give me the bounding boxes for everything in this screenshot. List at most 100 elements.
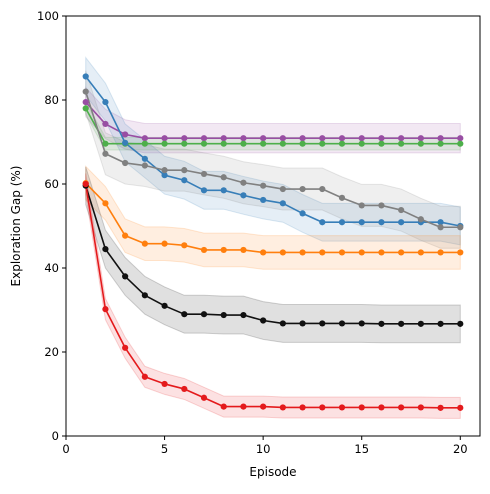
series-5-point (378, 249, 385, 256)
series-4-point (299, 185, 306, 193)
series-3-line (85, 75, 461, 227)
x-axis-ticks: 0 5 10 15 20 (62, 436, 468, 456)
series-6-point (181, 311, 188, 318)
series-7-point (181, 385, 188, 393)
series-3-point (122, 139, 129, 146)
series-2-point (279, 140, 286, 147)
series-4-point (260, 182, 267, 189)
series-4-point (437, 224, 444, 231)
plot-frame (65, 15, 481, 437)
series-5-point (181, 242, 188, 249)
series-1-point (398, 135, 405, 142)
series-7-point (398, 404, 405, 411)
series-5-point (102, 200, 109, 207)
series-5-point (417, 249, 424, 256)
series-3-point (437, 219, 444, 226)
series-5-point (398, 249, 405, 256)
series-7-point (417, 404, 424, 411)
series-1-point (457, 135, 464, 142)
series-3-point (220, 187, 227, 194)
series-7-point (220, 403, 227, 410)
x-axis-label: Episode (249, 465, 296, 479)
series-1-point (279, 135, 286, 142)
series-1-point (141, 135, 148, 142)
series-6-point (279, 320, 286, 327)
series-4-point (200, 170, 208, 178)
series-6-point (220, 311, 227, 319)
series-7-point (260, 403, 267, 410)
series-6-point (437, 320, 444, 327)
series-2-point (200, 140, 208, 147)
series-lines (84, 75, 461, 409)
series-7-point (437, 404, 444, 411)
x-tick-label: 10 (256, 442, 271, 456)
y-tick-label: 100 (37, 9, 59, 23)
series-3-point (181, 177, 188, 184)
y-tick-label: 80 (44, 93, 59, 107)
series-6-point (417, 320, 424, 327)
series-3-point (338, 219, 346, 226)
series-1-point (181, 135, 188, 142)
series-4-point (181, 167, 188, 174)
y-axis-label: Exploration Gap (%) (9, 166, 23, 287)
series-5-point (240, 246, 247, 254)
series-6-point (102, 246, 109, 253)
series-4-point (417, 216, 424, 223)
series-2-point (102, 140, 109, 147)
series-1-point (319, 135, 326, 142)
series-7-point (200, 394, 208, 401)
series-6-point (240, 311, 247, 319)
series-3-point (279, 200, 286, 207)
series-1-point (220, 135, 227, 142)
series-4-point (457, 224, 464, 231)
series-4-point (240, 179, 247, 186)
series-6-point (260, 317, 267, 324)
series-2-point (437, 140, 444, 147)
series-5-point (279, 249, 286, 256)
series-7-point (161, 380, 168, 388)
y-tick-label: 40 (44, 261, 59, 275)
series-7-point (141, 373, 148, 380)
series-2-point (82, 105, 89, 112)
series-6-point (358, 320, 365, 327)
series-1-point (102, 120, 109, 128)
series-3-point (378, 219, 385, 226)
series-3-point (141, 155, 148, 162)
series-3-point (398, 219, 405, 226)
series-3-point (102, 99, 109, 106)
series-3-point (82, 73, 89, 80)
series-4-point (358, 202, 365, 209)
series-5-band (85, 165, 461, 270)
series-5-line (85, 182, 461, 254)
series-3-point (358, 219, 365, 226)
series-3-point (319, 219, 326, 226)
series-4-point (122, 159, 129, 167)
series-7-point (338, 404, 346, 411)
series-1-point (161, 135, 168, 142)
series-4-point (338, 194, 346, 201)
series-2-point (220, 140, 227, 147)
series-4-point (82, 88, 89, 95)
series-7-point (358, 404, 365, 411)
series-2-point (319, 140, 326, 147)
series-5-point (141, 240, 148, 247)
y-tick-label: 20 (44, 345, 59, 359)
series-5-point (220, 246, 227, 254)
series-points (82, 73, 464, 411)
y-axis-ticks: 0 20 40 60 80 100 (37, 9, 66, 443)
series-3-band (85, 56, 461, 246)
series-3-point (260, 196, 267, 204)
series-2-point (457, 140, 464, 147)
series-6-point (378, 320, 385, 327)
series-2-point (181, 140, 188, 147)
series-4-line (84, 91, 461, 229)
series-7-point (457, 404, 464, 411)
series-5-point (319, 249, 326, 256)
series-4-point (220, 174, 227, 181)
series-4-point (141, 162, 148, 169)
x-tick-label: 5 (161, 442, 168, 456)
series-5-point (358, 249, 365, 256)
series-1-point (260, 135, 267, 142)
x-tick-label: 0 (62, 442, 69, 456)
